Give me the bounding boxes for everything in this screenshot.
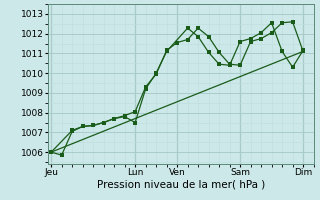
X-axis label: Pression niveau de la mer( hPa ): Pression niveau de la mer( hPa ) <box>97 180 265 190</box>
